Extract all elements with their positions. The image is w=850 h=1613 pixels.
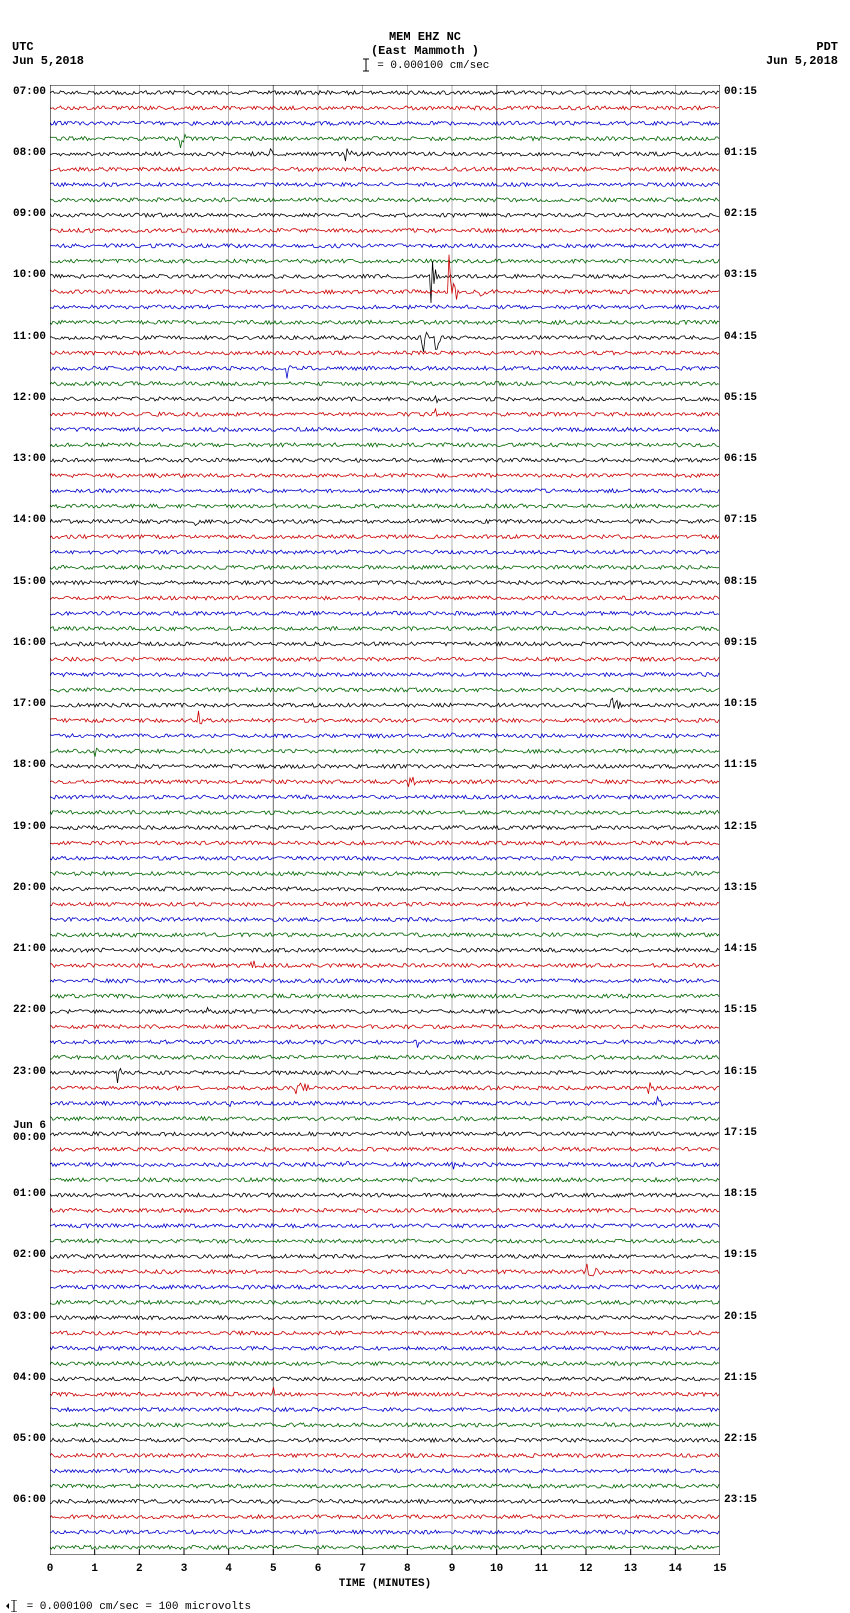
left-hour-label: 07:00 <box>13 86 46 98</box>
x-tick-label: 6 <box>315 1563 322 1575</box>
scale-bar-icon <box>361 58 371 72</box>
plot-area <box>50 85 720 1555</box>
right-time-labels: 00:15 01:15 02:15 03:15 04:15 05:15 06:15 07:15… <box>722 85 782 1555</box>
x-tick-label: 3 <box>181 1563 188 1575</box>
right-hour-label: 23:15 <box>724 1494 757 1506</box>
x-tick-label: 0 <box>47 1563 54 1575</box>
scale-value: = 0.000100 cm/sec <box>377 60 489 72</box>
left-hour-label: 08:00 <box>13 147 46 159</box>
right-hour-label: 06:15 <box>724 453 757 465</box>
x-tick-label: 2 <box>136 1563 143 1575</box>
left-hour-label: 21:00 <box>13 943 46 955</box>
x-tick-label: 5 <box>270 1563 277 1575</box>
right-hour-label: 14:15 <box>724 943 757 955</box>
footer-scale: = 0.000100 cm/sec = 100 microvolts <box>6 1600 251 1613</box>
x-axis-title: TIME (MINUTES) <box>50 1578 720 1590</box>
left-hour-label: 15:00 <box>13 576 46 588</box>
right-hour-label: 02:15 <box>724 208 757 220</box>
x-tick-label: 12 <box>579 1563 592 1575</box>
left-hour-label: 05:00 <box>13 1433 46 1445</box>
right-hour-label: 22:15 <box>724 1433 757 1445</box>
x-tick-label: 10 <box>490 1563 503 1575</box>
left-hour-label: 13:00 <box>13 453 46 465</box>
left-hour-label: 03:00 <box>13 1311 46 1323</box>
right-hour-label: 11:15 <box>724 759 757 771</box>
x-tick-label: 14 <box>669 1563 682 1575</box>
left-hour-label: 22:00 <box>13 1004 46 1016</box>
right-hour-label: 09:15 <box>724 637 757 649</box>
x-tick-label: 11 <box>535 1563 548 1575</box>
left-hour-label: 10:00 <box>13 269 46 281</box>
right-hour-label: 15:15 <box>724 1004 757 1016</box>
x-tick-label: 1 <box>91 1563 98 1575</box>
right-hour-label: 17:15 <box>724 1127 757 1139</box>
right-hour-label: 10:15 <box>724 698 757 710</box>
left-hour-label: 16:00 <box>13 637 46 649</box>
right-hour-label: 12:15 <box>724 821 757 833</box>
right-hour-label: 01:15 <box>724 147 757 159</box>
station-location: (East Mammoth ) <box>0 44 850 58</box>
footer-scale-text: = 0.000100 cm/sec = 100 microvolts <box>27 1601 251 1613</box>
left-hour-label: 14:00 <box>13 514 46 526</box>
left-hour-label: 18:00 <box>13 759 46 771</box>
x-tick-label: 7 <box>359 1563 366 1575</box>
left-hour-label: 06:00 <box>13 1494 46 1506</box>
timezone-left: UTC <box>12 40 34 54</box>
station-code: MEM EHZ NC <box>0 30 850 44</box>
left-hour-label: 20:00 <box>13 882 46 894</box>
right-hour-label: 13:15 <box>724 882 757 894</box>
right-hour-label: 07:15 <box>724 514 757 526</box>
right-hour-label: 21:15 <box>724 1372 757 1384</box>
left-hour-label: 02:00 <box>13 1249 46 1261</box>
right-hour-label: 00:15 <box>724 86 757 98</box>
seismogram-container: MEM EHZ NC (East Mammoth ) = 0.000100 cm… <box>0 0 850 1613</box>
right-hour-label: 03:15 <box>724 269 757 281</box>
right-hour-label: 04:15 <box>724 331 757 343</box>
x-tick-label: 9 <box>449 1563 456 1575</box>
left-hour-label: 12:00 <box>13 392 46 404</box>
date-left: Jun 5,2018 <box>12 54 84 68</box>
helicorder-chart <box>50 85 720 1555</box>
left-day-break: Jun 600:00 <box>13 1120 46 1144</box>
scale-bar-icon <box>6 1600 20 1612</box>
header: MEM EHZ NC (East Mammoth ) = 0.000100 cm… <box>0 30 850 72</box>
right-hour-label: 16:15 <box>724 1066 757 1078</box>
right-hour-label: 08:15 <box>724 576 757 588</box>
scale-label: = 0.000100 cm/sec <box>0 58 850 72</box>
x-tick-label: 8 <box>404 1563 411 1575</box>
left-hour-label: 04:00 <box>13 1372 46 1384</box>
timezone-right: PDT <box>816 40 838 54</box>
left-time-labels: 07:00 08:00 09:00 10:00 11:00 12:00 13:00 14:00… <box>0 85 48 1555</box>
right-hour-label: 20:15 <box>724 1311 757 1323</box>
x-tick-label: 4 <box>225 1563 232 1575</box>
left-hour-label: 01:00 <box>13 1188 46 1200</box>
right-hour-label: 19:15 <box>724 1249 757 1261</box>
left-hour-label: 11:00 <box>13 331 46 343</box>
left-hour-label: 23:00 <box>13 1066 46 1078</box>
left-hour-label: 09:00 <box>13 208 46 220</box>
left-hour-label: 19:00 <box>13 821 46 833</box>
right-hour-label: 05:15 <box>724 392 757 404</box>
x-tick-label: 15 <box>713 1563 726 1575</box>
date-right: Jun 5,2018 <box>766 54 838 68</box>
x-tick-label: 13 <box>624 1563 637 1575</box>
left-hour-label: 17:00 <box>13 698 46 710</box>
right-hour-label: 18:15 <box>724 1188 757 1200</box>
